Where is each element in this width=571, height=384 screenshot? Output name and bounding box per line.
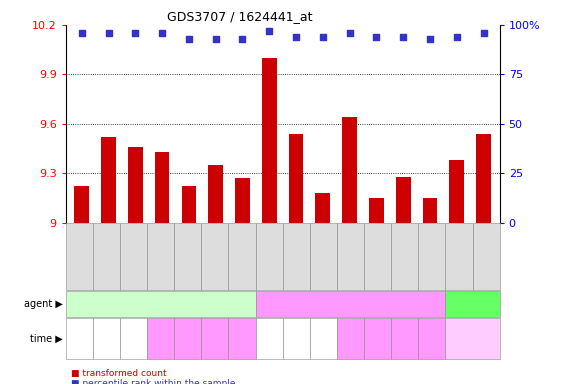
Bar bbox=[449, 160, 464, 223]
Text: 90
min: 90 min bbox=[123, 328, 144, 349]
Text: ■ percentile rank within the sample: ■ percentile rank within the sample bbox=[71, 379, 236, 384]
Text: 240
min: 240 min bbox=[424, 329, 440, 348]
Point bbox=[131, 30, 140, 36]
Text: 240
min: 240 min bbox=[234, 329, 250, 348]
Bar bbox=[155, 152, 170, 223]
Point bbox=[77, 30, 86, 36]
Text: GSM455239: GSM455239 bbox=[292, 242, 301, 288]
Bar bbox=[262, 58, 276, 223]
Text: 150
min: 150 min bbox=[369, 329, 385, 348]
Text: 60
min: 60 min bbox=[96, 328, 117, 349]
Text: GDS3707 / 1624441_at: GDS3707 / 1624441_at bbox=[167, 10, 312, 23]
Text: 210
min: 210 min bbox=[207, 329, 223, 348]
Point bbox=[291, 34, 300, 40]
Point bbox=[425, 36, 435, 42]
Text: GSM455233: GSM455233 bbox=[129, 242, 138, 288]
Text: humidified air: humidified air bbox=[124, 299, 197, 309]
Text: GSM455232: GSM455232 bbox=[102, 242, 111, 288]
Text: GSM455246: GSM455246 bbox=[481, 242, 490, 288]
Bar bbox=[289, 134, 303, 223]
Bar bbox=[182, 187, 196, 223]
Bar bbox=[208, 165, 223, 223]
Point bbox=[345, 30, 354, 36]
Text: 90
min: 90 min bbox=[313, 328, 334, 349]
Bar bbox=[128, 147, 143, 223]
Point bbox=[158, 30, 167, 36]
Text: ethanol: ethanol bbox=[331, 299, 370, 309]
Text: 120
min: 120 min bbox=[343, 329, 359, 348]
Text: GSM455231: GSM455231 bbox=[75, 242, 84, 288]
Text: GSM455244: GSM455244 bbox=[427, 242, 436, 288]
Text: GSM455243: GSM455243 bbox=[400, 242, 409, 288]
Text: 60
min: 60 min bbox=[286, 328, 307, 349]
Text: GSM455245: GSM455245 bbox=[455, 242, 464, 288]
Point bbox=[452, 34, 461, 40]
Point bbox=[238, 36, 247, 42]
Bar bbox=[423, 198, 437, 223]
Bar bbox=[235, 178, 250, 223]
Bar bbox=[476, 134, 491, 223]
Text: 30
min: 30 min bbox=[69, 328, 90, 349]
Text: agent ▶: agent ▶ bbox=[24, 299, 63, 309]
Text: time ▶: time ▶ bbox=[30, 333, 63, 343]
Bar bbox=[315, 193, 330, 223]
Bar bbox=[74, 187, 89, 223]
Text: GSM455235: GSM455235 bbox=[183, 242, 192, 288]
Text: GSM455236: GSM455236 bbox=[210, 242, 219, 288]
Bar bbox=[396, 177, 411, 223]
Text: GSM455237: GSM455237 bbox=[238, 242, 247, 288]
Point bbox=[211, 36, 220, 42]
Text: ■ transformed count: ■ transformed count bbox=[71, 369, 167, 378]
Text: GSM455238: GSM455238 bbox=[264, 242, 274, 288]
Bar bbox=[101, 137, 116, 223]
Point bbox=[265, 28, 274, 34]
Text: GSM455241: GSM455241 bbox=[346, 242, 355, 288]
Bar bbox=[342, 117, 357, 223]
Bar bbox=[369, 198, 384, 223]
Text: 30
min: 30 min bbox=[259, 328, 280, 349]
Text: GSM455242: GSM455242 bbox=[373, 242, 382, 288]
Text: GSM455234: GSM455234 bbox=[156, 242, 165, 288]
Text: 120
min: 120 min bbox=[152, 329, 168, 348]
Text: 210
min: 210 min bbox=[397, 329, 413, 348]
Point bbox=[479, 30, 488, 36]
Point bbox=[104, 30, 113, 36]
Point bbox=[372, 34, 381, 40]
Point bbox=[184, 36, 194, 42]
Text: GSM455240: GSM455240 bbox=[319, 242, 328, 288]
Point bbox=[399, 34, 408, 40]
Text: untreated: untreated bbox=[447, 299, 498, 309]
Text: control: control bbox=[456, 333, 489, 343]
Point bbox=[318, 34, 327, 40]
Text: 150
min: 150 min bbox=[180, 329, 196, 348]
